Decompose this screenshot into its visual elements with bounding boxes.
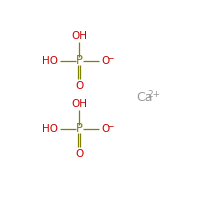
Text: −: − <box>108 122 114 131</box>
Text: O: O <box>75 81 83 91</box>
Text: Ca: Ca <box>137 91 153 104</box>
Text: OH: OH <box>71 99 87 109</box>
Text: P: P <box>76 54 83 67</box>
Text: O: O <box>75 149 83 159</box>
Text: OH: OH <box>71 31 87 41</box>
Text: O: O <box>102 124 110 134</box>
Text: 2+: 2+ <box>147 90 160 99</box>
Text: HO: HO <box>42 56 58 66</box>
Text: HO: HO <box>42 124 58 134</box>
Text: −: − <box>108 54 114 63</box>
Text: O: O <box>102 56 110 66</box>
Text: P: P <box>76 122 83 135</box>
